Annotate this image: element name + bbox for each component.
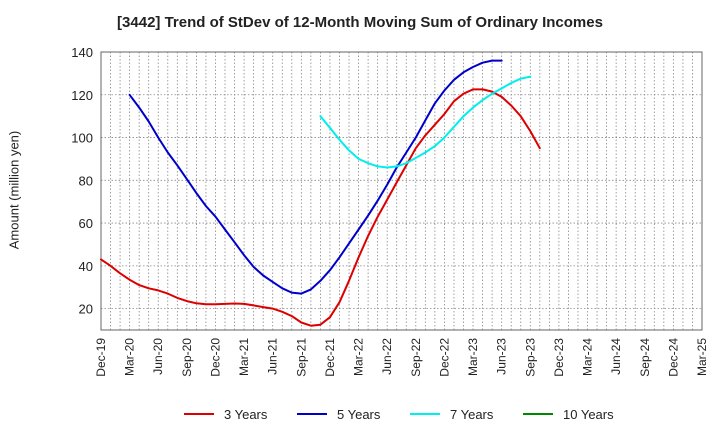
x-tick-label: Sep-20 <box>180 338 194 377</box>
x-tick-label: Dec-24 <box>666 338 680 377</box>
plot-border <box>100 51 703 331</box>
x-tick-label: Dec-22 <box>437 338 451 377</box>
legend-label: 10 Years <box>563 407 614 422</box>
legend-label: 5 Years <box>337 407 381 422</box>
y-tick-label: 120 <box>71 88 93 103</box>
y-tick-label: 140 <box>71 45 93 60</box>
x-tick-label: Jun-23 <box>495 338 509 375</box>
legend-label: 7 Years <box>450 407 494 422</box>
legend-label: 3 Years <box>224 407 268 422</box>
series-line <box>128 59 503 295</box>
y-tick-label: 20 <box>79 302 93 317</box>
series-line <box>100 88 541 327</box>
x-tick-label: Jun-20 <box>151 338 165 375</box>
x-tick-label: Jun-22 <box>380 338 394 375</box>
x-tick-label: Mar-21 <box>237 338 251 376</box>
y-tick-label: 40 <box>79 259 93 274</box>
plot-area <box>101 52 702 330</box>
x-tick-label: Dec-21 <box>323 338 337 377</box>
x-tick-label: Jun-21 <box>266 338 280 375</box>
x-tick-label: Sep-23 <box>523 338 537 377</box>
chart-title: [3442] Trend of StDev of 12-Month Moving… <box>117 14 603 31</box>
x-tick-label: Dec-23 <box>552 338 566 377</box>
x-tick-label: Sep-21 <box>294 338 308 377</box>
series-line <box>319 75 532 169</box>
x-tick-label: Jun-24 <box>609 338 623 375</box>
x-tick-label: Mar-20 <box>123 338 137 376</box>
x-tick-label: Mar-24 <box>581 338 595 376</box>
x-tick-label: Mar-22 <box>352 338 366 376</box>
x-tick-label: Mar-23 <box>466 338 480 376</box>
x-tick-label: Sep-24 <box>638 338 652 377</box>
x-tick-label: Dec-19 <box>94 338 108 377</box>
x-tick-label: Sep-22 <box>409 338 423 377</box>
x-tick-label: Mar-25 <box>695 338 709 376</box>
x-tick-label: Dec-20 <box>208 338 222 377</box>
y-tick-label: 60 <box>79 216 93 231</box>
y-tick-label: 80 <box>79 173 93 188</box>
y-tick-label: 100 <box>71 131 93 146</box>
